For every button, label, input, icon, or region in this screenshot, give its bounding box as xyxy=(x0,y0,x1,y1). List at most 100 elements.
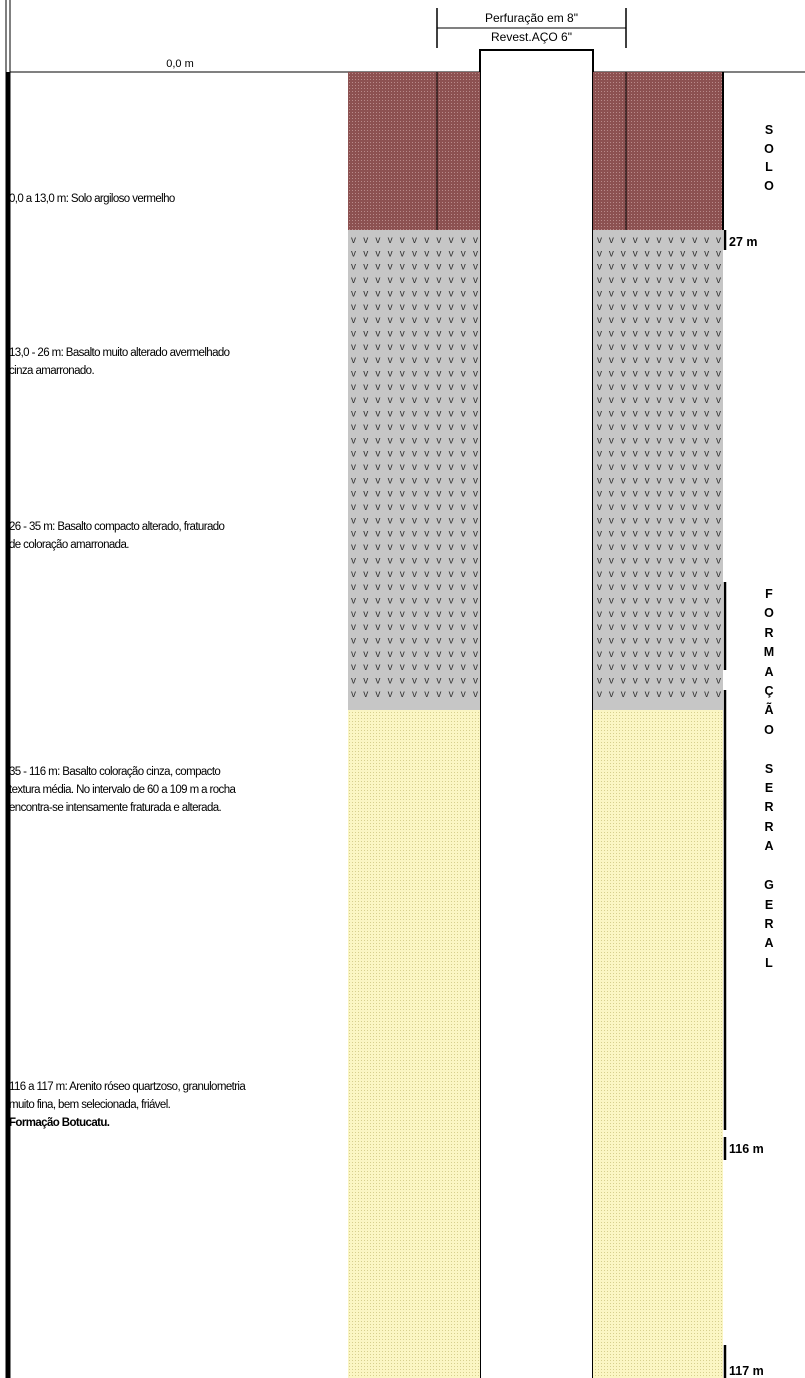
basalt-v-mark: v xyxy=(388,609,393,620)
basalt-v-mark: v xyxy=(388,329,393,340)
basalt-v-mark: v xyxy=(449,435,454,446)
basalt-v-mark: v xyxy=(461,235,466,246)
basalt-v-mark: v xyxy=(645,369,650,380)
basalt-v-mark: v xyxy=(412,315,417,326)
basalt-v-mark: v xyxy=(645,636,650,647)
basalt-v-mark: v xyxy=(412,329,417,340)
basalt-v-mark: v xyxy=(716,475,721,486)
basalt-v-mark: v xyxy=(645,409,650,420)
basalt-v-mark: v xyxy=(424,262,429,273)
basalt-v-mark: v xyxy=(716,636,721,647)
basalt-v-mark: v xyxy=(621,395,626,406)
basalt-v-mark: v xyxy=(633,662,638,673)
basalt-v-mark: v xyxy=(621,275,626,286)
basalt-v-mark: v xyxy=(597,449,602,460)
basalt-v-mark: v xyxy=(621,649,626,660)
basalt-v-mark: v xyxy=(412,355,417,366)
basalt-v-mark: v xyxy=(692,302,697,313)
basalt-v-mark: v xyxy=(400,449,405,460)
basalt-v-mark: v xyxy=(680,502,685,513)
basalt-v-mark: v xyxy=(633,449,638,460)
basalt-v-mark: v xyxy=(424,369,429,380)
basalt-v-mark: v xyxy=(424,502,429,513)
basalt-v-mark: v xyxy=(449,248,454,259)
basalt-v-mark: v xyxy=(461,609,466,620)
basalt-v-mark: v xyxy=(412,302,417,313)
basalt-v-mark: v xyxy=(692,569,697,580)
lithology-basalto-alterado: 13,0 - 26 m: Basalto muito alterado aver… xyxy=(9,344,230,380)
basalt-v-mark: v xyxy=(351,369,356,380)
basalt-v-mark: v xyxy=(436,475,441,486)
basalt-v-mark: v xyxy=(657,262,662,273)
basalt-v-mark: v xyxy=(473,636,478,647)
basalt-v-mark: v xyxy=(473,515,478,526)
basalt-v-mark: v xyxy=(363,395,368,406)
basalt-v-mark: v xyxy=(461,275,466,286)
basalt-v-mark: v xyxy=(351,582,356,593)
basalt-v-mark: v xyxy=(621,382,626,393)
basalt-v-mark: v xyxy=(400,475,405,486)
serra-geral-letter: Ã xyxy=(764,703,774,718)
basalt-v-mark: v xyxy=(400,555,405,566)
basalt-v-mark: v xyxy=(680,515,685,526)
basalt-v-mark: v xyxy=(609,596,614,607)
basalt-v-mark: v xyxy=(412,435,417,446)
basalt-v-mark: v xyxy=(424,515,429,526)
basalt-v-mark: v xyxy=(621,569,626,580)
basalt-v-mark: v xyxy=(692,409,697,420)
basalt-v-mark: v xyxy=(645,582,650,593)
basalt-v-mark: v xyxy=(597,315,602,326)
basalt-v-mark: v xyxy=(449,636,454,647)
basalt-v-mark: v xyxy=(424,636,429,647)
basalt-v-mark: v xyxy=(436,395,441,406)
basalt-v-mark: v xyxy=(436,435,441,446)
basalt-v-mark: v xyxy=(351,329,356,340)
basalt-v-mark: v xyxy=(692,622,697,633)
lithology-arenito: 116 a 117 m: Arenito róseo quartzoso, gr… xyxy=(9,1078,246,1132)
basalt-v-mark: v xyxy=(621,529,626,540)
basalt-v-mark: v xyxy=(609,302,614,313)
basalt-v-mark: v xyxy=(461,355,466,366)
basalt-v-mark: v xyxy=(692,275,697,286)
basalt-v-mark: v xyxy=(704,449,709,460)
basalt-v-mark: v xyxy=(461,515,466,526)
basalt-v-mark: v xyxy=(412,422,417,433)
lithology-line: de coloração amarronada. xyxy=(9,539,129,551)
basalt-v-mark: v xyxy=(633,502,638,513)
basalt-v-mark: v xyxy=(704,489,709,500)
basalt-v-mark: v xyxy=(351,689,356,700)
basalt-v-mark: v xyxy=(363,475,368,486)
basalt-v-mark: v xyxy=(645,676,650,687)
basalt-v-mark: v xyxy=(609,622,614,633)
basalt-v-mark: v xyxy=(657,315,662,326)
basalt-v-mark: v xyxy=(461,409,466,420)
basalt-v-mark: v xyxy=(716,662,721,673)
basalt-v-mark: v xyxy=(400,395,405,406)
basalt-v-mark: v xyxy=(692,395,697,406)
basalt-v-mark: v xyxy=(449,369,454,380)
basalt-v-mark: v xyxy=(461,489,466,500)
basalt-v-mark: v xyxy=(633,422,638,433)
basalt-v-mark: v xyxy=(680,622,685,633)
basalt-v-mark: v xyxy=(633,315,638,326)
basalt-v-mark: v xyxy=(668,369,673,380)
basalt-v-mark: v xyxy=(473,462,478,473)
basalt-v-mark: v xyxy=(363,542,368,553)
basalt-v-mark: v xyxy=(412,622,417,633)
basalt-v-mark: v xyxy=(680,489,685,500)
basalt-v-mark: v xyxy=(645,248,650,259)
basalt-v-mark: v xyxy=(633,235,638,246)
basalt-v-mark: v xyxy=(363,609,368,620)
basalt-v-mark: v xyxy=(388,288,393,299)
basalt-v-mark: v xyxy=(412,609,417,620)
basalt-v-mark: v xyxy=(621,475,626,486)
basalt-v-mark: v xyxy=(680,676,685,687)
basalt-v-mark: v xyxy=(461,502,466,513)
basalt-v-mark: v xyxy=(375,475,380,486)
basalt-v-mark: v xyxy=(716,422,721,433)
basalt-v-mark: v xyxy=(680,395,685,406)
basalt-v-mark: v xyxy=(400,529,405,540)
basalt-v-mark: v xyxy=(657,302,662,313)
basalt-v-mark: v xyxy=(400,636,405,647)
basalt-v-mark: v xyxy=(597,676,602,687)
